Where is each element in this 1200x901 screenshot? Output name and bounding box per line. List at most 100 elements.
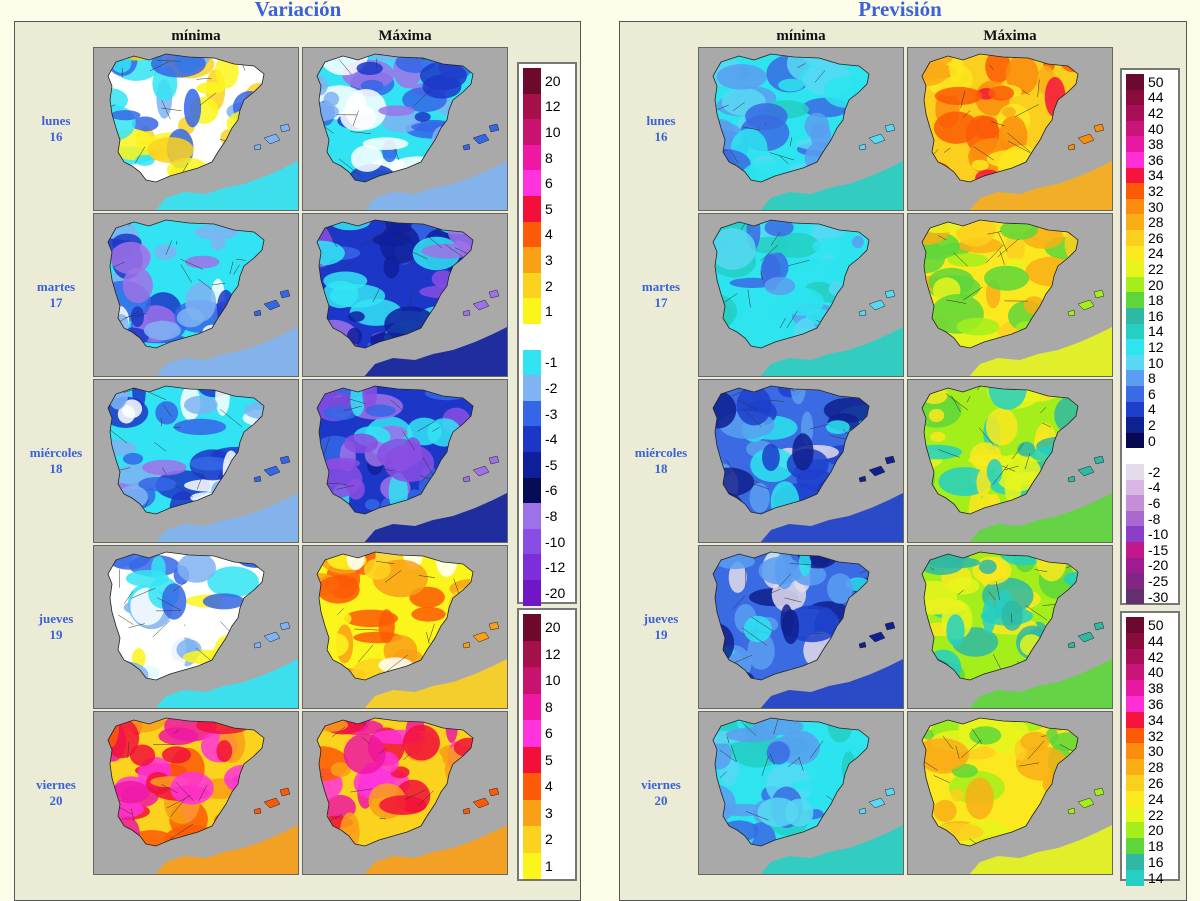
- legend-label: 16: [1148, 855, 1164, 869]
- legend-label: 36: [1148, 697, 1164, 711]
- legend-swatch: [1126, 448, 1144, 464]
- legend-swatch: [1126, 791, 1144, 807]
- legend-label: 12: [1148, 340, 1164, 354]
- legend-swatch: [1126, 495, 1144, 511]
- legend-label: -6: [1148, 496, 1160, 510]
- legend-label: 20: [545, 620, 561, 634]
- legend-label: -2: [1148, 465, 1160, 479]
- legend-swatch: [1126, 370, 1144, 386]
- legend-label: 32: [1148, 184, 1164, 198]
- legend-swatch: [1126, 105, 1144, 121]
- legend-label: 10: [545, 125, 561, 139]
- legend-swatch: [523, 747, 541, 774]
- legend-label: 1: [545, 859, 553, 873]
- prevision-map-max-martes: [907, 213, 1113, 377]
- legend-label: 36: [1148, 153, 1164, 167]
- day-number: 20: [19, 793, 93, 809]
- legend-swatch: [1126, 199, 1144, 215]
- legend-swatch: [1126, 526, 1144, 542]
- legend-swatch: [1126, 90, 1144, 106]
- variacion-col-min: mínima: [93, 27, 299, 45]
- legend-label: 50: [1148, 75, 1164, 89]
- legend-swatch: [1126, 168, 1144, 184]
- legend-label: 28: [1148, 760, 1164, 774]
- weekday-text: miércoles: [19, 445, 93, 461]
- legend-swatch: [523, 222, 541, 248]
- legend-swatch: [523, 350, 541, 376]
- legend-label: 5: [545, 753, 553, 767]
- legend-swatch: [523, 503, 541, 529]
- legend-swatch: [523, 614, 541, 641]
- variacion-map-max-martes: [302, 213, 508, 377]
- legend-label: 22: [1148, 808, 1164, 822]
- legend-label: 12: [545, 99, 561, 113]
- legend-swatch: [1126, 759, 1144, 775]
- legend-swatch: [1126, 402, 1144, 418]
- prevision-map-min-jueves: [698, 545, 904, 709]
- legend-swatch: [1126, 573, 1144, 589]
- legend-label: 18: [1148, 839, 1164, 853]
- legend-label: 0: [1148, 434, 1156, 448]
- legend-label: -8: [545, 509, 557, 523]
- legend-swatch: [523, 298, 541, 324]
- legend-swatch: [1126, 696, 1144, 712]
- legend-label: 8: [545, 151, 553, 165]
- legend-swatch: [1126, 822, 1144, 838]
- legend-swatch: [1126, 589, 1144, 605]
- legend-label: 24: [1148, 246, 1164, 260]
- legend-label: 26: [1148, 231, 1164, 245]
- prevision-col-max: Máxima: [907, 27, 1113, 45]
- legend-swatch: [523, 94, 541, 120]
- legend-label: 4: [545, 227, 553, 241]
- legend-label: 26: [1148, 776, 1164, 790]
- legend-label: -15: [1148, 543, 1168, 557]
- legend-swatch: [1126, 854, 1144, 870]
- legend-label: 34: [1148, 713, 1164, 727]
- prevision-map-max-miércoles: [907, 379, 1113, 543]
- legend-label: 3: [545, 806, 553, 820]
- day-number: 18: [624, 461, 698, 477]
- legend-label: 10: [545, 673, 561, 687]
- legend-swatch: [1126, 633, 1144, 649]
- legend-swatch: [523, 720, 541, 747]
- legend-label: -20: [545, 586, 565, 600]
- legend-label: 20: [545, 74, 561, 88]
- variacion-map-max-miércoles: [302, 379, 508, 543]
- legend-swatch: [1126, 261, 1144, 277]
- legend-label: 40: [1148, 665, 1164, 679]
- legend-label: 2: [545, 279, 553, 293]
- legend-swatch: [523, 853, 541, 880]
- weekday-text: viernes: [19, 777, 93, 793]
- prevision-map-min-miércoles: [698, 379, 904, 543]
- legend-swatch: [1126, 649, 1144, 665]
- legend-swatch: [1126, 542, 1144, 558]
- prevision-map-min-viernes: [698, 711, 904, 875]
- legend-swatch: [1126, 558, 1144, 574]
- legend-swatch: [523, 196, 541, 222]
- variacion-map-max-lunes: [302, 47, 508, 211]
- legend-swatch: [1126, 417, 1144, 433]
- legend-swatch: [523, 324, 541, 350]
- legend-label: 50: [1148, 618, 1164, 632]
- legend-swatch: [1126, 230, 1144, 246]
- legend-label: 32: [1148, 729, 1164, 743]
- legend-label: 4: [1148, 402, 1156, 416]
- weekday-text: jueves: [624, 611, 698, 627]
- legend-label: -25: [1148, 574, 1168, 588]
- legend-swatch: [1126, 246, 1144, 262]
- legend-swatch: [1126, 680, 1144, 696]
- legend-swatch: [523, 145, 541, 171]
- legend-label: 14: [1148, 871, 1164, 885]
- legend-label: 42: [1148, 650, 1164, 664]
- legend-swatch: [1126, 511, 1144, 527]
- legend-swatch: [523, 119, 541, 145]
- legend-swatch: [523, 826, 541, 853]
